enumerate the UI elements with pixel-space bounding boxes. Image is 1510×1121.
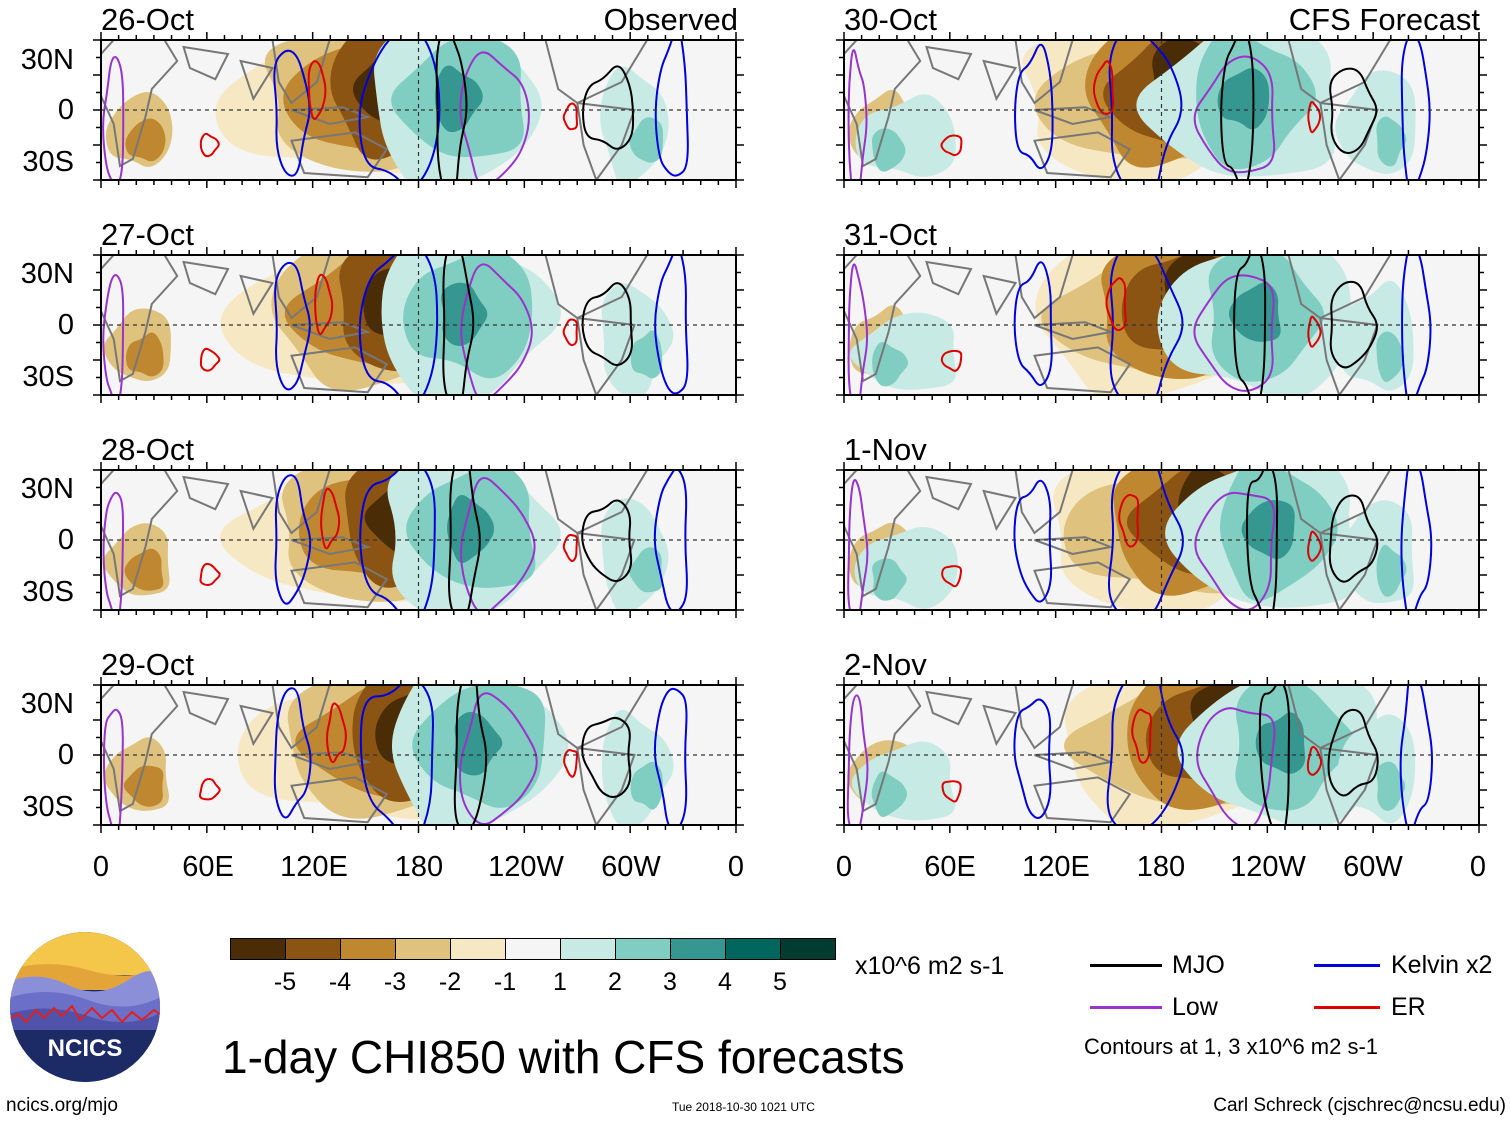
legend-line-er	[1314, 1006, 1380, 1009]
colorbar-swatch	[615, 938, 671, 960]
colorbar-swatch	[230, 938, 286, 960]
observed-label: Observed	[603, 2, 738, 37]
lon-label: 0	[1469, 851, 1487, 883]
colorbar-label: -2	[438, 968, 462, 996]
colorbar-swatch	[395, 938, 451, 960]
colorbar-swatch	[560, 938, 616, 960]
map-panels	[93, 32, 1487, 833]
figure-title: 1-day CHI850 with CFS forecasts	[222, 1031, 905, 1083]
footer-author[interactable]: Carl Schreck (cjschrec@ncsu.edu)	[1213, 1095, 1506, 1116]
colorbar-label: 2	[608, 968, 622, 996]
panel-date-r0: 30-Oct	[844, 2, 938, 37]
map-panel-R2	[836, 462, 1487, 618]
legend-line-mjo	[1090, 964, 1162, 967]
map-panel-L0	[93, 32, 744, 188]
lat-label: 30N	[20, 44, 74, 76]
lon-label: 0	[92, 851, 110, 883]
lat-label: 30S	[22, 576, 74, 608]
colorbar-label: -3	[383, 968, 407, 996]
colorbar-label: -4	[328, 968, 352, 996]
lat-label: 30S	[22, 791, 74, 823]
lon-label: 60E	[924, 851, 976, 883]
lat-label: 30N	[20, 258, 74, 290]
map-panel-R0	[836, 32, 1487, 188]
logo-text: NCICS	[48, 1035, 123, 1062]
panel-date-l2: 28-Oct	[101, 432, 195, 467]
panel-date-l1: 27-Oct	[101, 217, 195, 252]
lat-label: 30N	[20, 688, 74, 720]
lon-label: 180	[1136, 851, 1186, 883]
panel-date-r3: 2-Nov	[844, 647, 927, 682]
colorbar-label: 5	[773, 968, 787, 996]
lat-label: 0	[57, 94, 74, 126]
map-panel-L1	[93, 247, 744, 403]
legend-label-mjo: MJO	[1172, 951, 1225, 979]
lat-label: 30S	[22, 361, 74, 393]
colorbar-swatch	[725, 938, 781, 960]
footer-timestamp: Tue 2018-10-30 1021 UTC	[672, 1100, 815, 1114]
map-panel-R3	[836, 677, 1487, 833]
lon-label: 120E	[1022, 851, 1090, 883]
lat-label: 30S	[22, 146, 74, 178]
colorbar-swatch	[450, 938, 506, 960]
legend-label-kelvin: Kelvin x2	[1391, 951, 1493, 979]
colorbar-units: x10^6 m2 s-1	[855, 952, 1005, 980]
colorbar-swatch	[780, 938, 836, 960]
colorbar-label: -5	[273, 968, 297, 996]
panel-date-l0: 26-Oct	[101, 2, 195, 37]
lon-label: 60W	[1343, 851, 1403, 883]
ncics-logo: NCICS	[10, 932, 160, 1082]
legend-line-kelvin	[1314, 964, 1380, 967]
legend-label-low: Low	[1172, 993, 1218, 1021]
lon-label: 0	[835, 851, 853, 883]
footer-site[interactable]: ncics.org/mjo	[6, 1095, 118, 1116]
map-panel-L3	[93, 677, 744, 833]
legend-line-low	[1090, 1006, 1162, 1009]
colorbar-swatch	[285, 938, 341, 960]
forecast-label: CFS Forecast	[1288, 2, 1480, 37]
colorbar-label: 1	[553, 968, 567, 996]
lon-label: 0	[727, 851, 745, 883]
colorbar-label: 4	[718, 968, 732, 996]
map-panel-L2	[93, 462, 744, 618]
lat-label: 0	[57, 524, 74, 556]
contour-note: Contours at 1, 3 x10^6 m2 s-1	[1084, 1034, 1379, 1059]
colorbar-swatch	[505, 938, 561, 960]
lon-label: 60W	[601, 851, 661, 883]
lon-label: 120W	[488, 851, 564, 883]
colorbar-swatch	[340, 938, 396, 960]
panel-date-r1: 31-Oct	[844, 217, 938, 252]
colorbar-label: -1	[493, 968, 517, 996]
legend-label-er: ER	[1391, 993, 1426, 1021]
panel-date-r2: 1-Nov	[844, 432, 927, 467]
lat-label: 0	[57, 739, 74, 771]
colorbar-swatch	[670, 938, 726, 960]
lon-label: 60E	[182, 851, 234, 883]
lon-label: 120E	[280, 851, 348, 883]
lat-label: 30N	[20, 473, 74, 505]
lon-label: 120W	[1230, 851, 1306, 883]
panel-date-l3: 29-Oct	[101, 647, 195, 682]
lon-label: 180	[394, 851, 444, 883]
lat-label: 0	[57, 309, 74, 341]
colorbar-label: 3	[663, 968, 677, 996]
map-panel-R1	[836, 247, 1487, 403]
